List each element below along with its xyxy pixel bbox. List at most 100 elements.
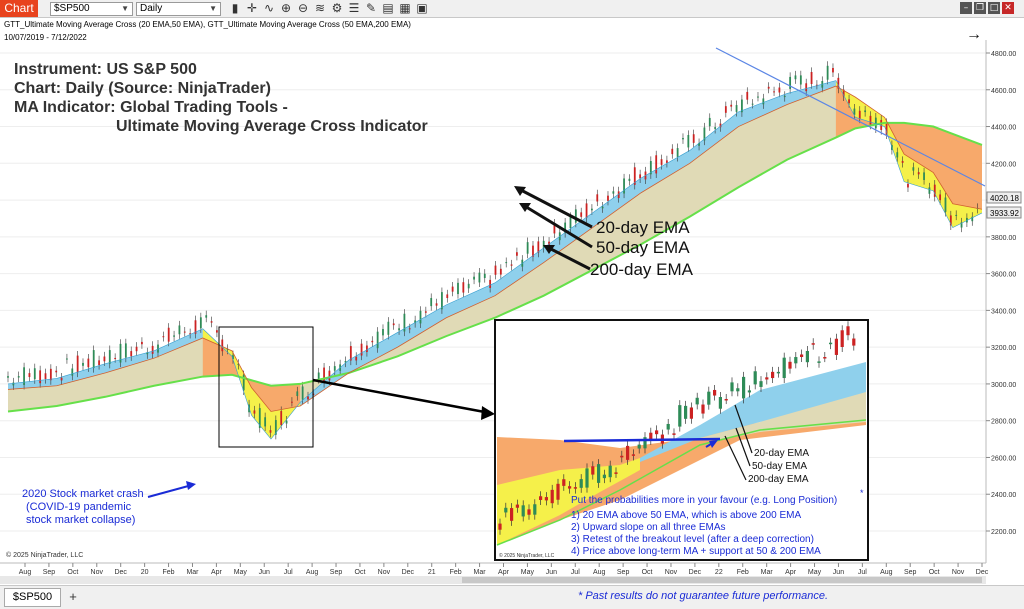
x-tick-label: Aug: [306, 569, 319, 576]
inset-candle: [846, 326, 850, 336]
chevron-down-icon: ▼: [121, 4, 129, 13]
price-candle: [542, 240, 545, 249]
bear-fast-band-2020: [202, 328, 301, 440]
price-candle: [307, 396, 309, 400]
price-candle: [451, 286, 454, 292]
x-tick-label: Nov: [378, 569, 391, 576]
price-candle: [741, 99, 743, 113]
price-candle: [698, 143, 700, 146]
inset-candle: [510, 508, 514, 521]
price-candle: [467, 283, 470, 289]
inset-candle: [765, 377, 769, 380]
price-candle: [928, 187, 931, 194]
price-candle: [655, 155, 658, 174]
inset-candle: [649, 432, 653, 440]
price-chart[interactable]: 20-day EMA 50-day EMA 200-day EMA 2020 S…: [0, 0, 1024, 585]
price-candle: [60, 377, 63, 381]
price-candle: [564, 222, 567, 234]
template-icon[interactable]: ▤: [382, 1, 394, 15]
price-candle: [960, 222, 963, 228]
minimize-button[interactable]: –: [960, 2, 972, 14]
inset-candle: [718, 397, 722, 409]
interval-selector[interactable]: Daily ▼: [136, 2, 221, 16]
crash-annotation-line2: (COVID-19 pandemic: [26, 501, 132, 513]
price-candle: [842, 89, 845, 97]
zoom-out-icon[interactable]: ⊖: [297, 1, 309, 15]
strategies-icon[interactable]: ⚙: [331, 1, 343, 15]
inset-candle: [852, 338, 856, 346]
data-box-icon[interactable]: ▦: [399, 1, 411, 15]
interval-value: Daily: [140, 3, 163, 14]
x-tick-label: Dec: [689, 569, 702, 576]
price-candle: [907, 183, 909, 188]
inset-candle: [678, 405, 682, 427]
y-tick-label: 4200.00: [991, 161, 1016, 168]
restore-button[interactable]: ❐: [974, 2, 986, 14]
bar-chart-icon[interactable]: ▮: [231, 1, 239, 15]
price-candle: [403, 313, 406, 332]
snapshot-icon[interactable]: ▣: [416, 1, 428, 15]
price-candle: [103, 356, 106, 362]
x-tick-label: Oct: [642, 569, 653, 576]
price-candle: [119, 343, 122, 363]
price-candle: [671, 148, 674, 155]
inset-candle: [515, 504, 519, 508]
y-tick-label: 4400.00: [991, 125, 1016, 132]
inset-candle: [556, 483, 560, 500]
scrollbar-thumb[interactable]: [462, 577, 982, 583]
inset-candle: [829, 342, 833, 345]
x-tick-label: Feb: [450, 569, 462, 576]
price-candle: [617, 191, 620, 199]
chart-tab[interactable]: Chart: [0, 0, 38, 17]
price-candle: [253, 410, 256, 414]
inset-candle: [759, 381, 763, 387]
x-tick-label: Jul: [858, 569, 867, 576]
arrow-right-icon[interactable]: →: [966, 26, 982, 43]
price-candle: [130, 351, 133, 357]
y-tick-label: 2400.00: [991, 492, 1016, 499]
price-candle: [816, 84, 818, 86]
price-candle: [446, 294, 449, 299]
inset-ema50-pointer: [735, 427, 751, 467]
symbol-tab[interactable]: $SP500: [4, 588, 61, 607]
price-candle: [724, 106, 727, 113]
indicators-icon[interactable]: ≋: [314, 1, 326, 15]
inset-candle: [724, 398, 728, 401]
price-candle: [221, 339, 224, 352]
inset-candle: [782, 357, 786, 379]
inset-candle: [498, 523, 502, 530]
price-candle: [135, 346, 138, 352]
price-candle: [783, 95, 786, 98]
price-candle: [607, 195, 609, 201]
price-candle: [949, 215, 952, 226]
inset-candle: [672, 433, 676, 435]
price-candle: [955, 214, 958, 216]
inset-candle: [631, 454, 635, 456]
inset-point-2: 2) Upward slope on all three EMAs: [571, 522, 726, 533]
price-candle: [505, 262, 508, 264]
price-candle: [28, 373, 31, 378]
price-candle: [933, 184, 936, 197]
ema50-arrow: [522, 203, 593, 249]
price-candle: [237, 363, 240, 365]
instrument-selector[interactable]: $SP500 ▼: [50, 2, 133, 16]
price-candle: [39, 370, 42, 384]
price-candle: [912, 167, 915, 171]
y-tick-label: 3600.00: [991, 272, 1016, 279]
add-tab-button[interactable]: +: [69, 589, 77, 604]
chart-style-icon[interactable]: ∿: [263, 1, 275, 15]
price-candle: [76, 355, 79, 373]
disclaimer: * Past results do not guarantee future p…: [578, 590, 829, 602]
price-candle: [462, 282, 465, 293]
properties-icon[interactable]: ☰: [348, 1, 360, 15]
zoom-in-icon[interactable]: ⊕: [280, 1, 292, 15]
inset-ema200-pointer: [724, 435, 747, 481]
crosshair-icon[interactable]: ✛: [246, 1, 258, 15]
price-candle: [108, 350, 111, 364]
last-price-tag: [986, 191, 1022, 204]
price-candle: [805, 83, 808, 92]
close-button[interactable]: ✕: [1002, 2, 1014, 14]
drawing-tools-icon[interactable]: ✎: [365, 1, 377, 15]
inset-candle: [753, 371, 757, 385]
maximize-button[interactable]: □: [988, 2, 1000, 14]
